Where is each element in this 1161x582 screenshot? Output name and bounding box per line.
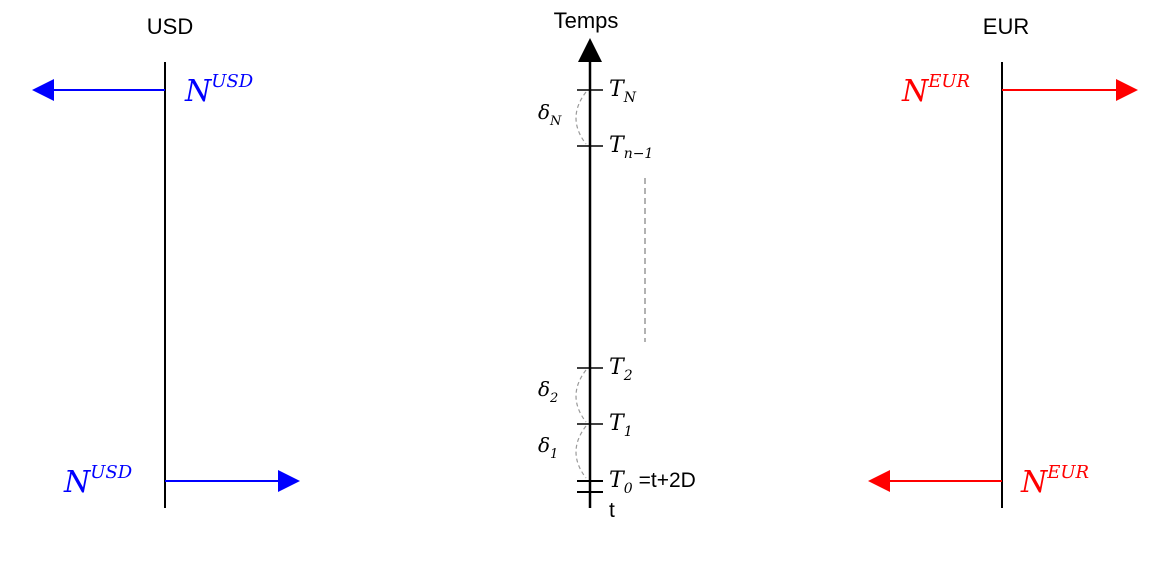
label-tn1: Tn−1 xyxy=(609,133,653,162)
eur-top-label: NEUR xyxy=(901,71,970,109)
label-tN-sub: N xyxy=(623,90,637,106)
label-delta1-base: δ xyxy=(538,433,550,457)
label-tN: TN xyxy=(609,77,637,106)
label-t1-base: T xyxy=(609,411,626,436)
arc-deltaN xyxy=(575,91,587,145)
label-delta1: δ1 xyxy=(538,433,558,462)
time-heading: Temps xyxy=(554,8,619,33)
eur-leg: EUR NEUR NEUR xyxy=(868,14,1138,508)
label-t0-base: T xyxy=(609,468,626,493)
usd-heading: USD xyxy=(147,14,193,39)
label-deltaN-base: δ xyxy=(538,100,550,124)
eur-bottom-label-sup: EUR xyxy=(1046,462,1089,483)
label-t0: T0 =t+2D xyxy=(609,468,696,497)
label-t0-suffix: =t+2D xyxy=(639,469,696,492)
label-tn1-base: T xyxy=(609,133,626,158)
label-deltaN-sub: N xyxy=(549,114,562,129)
eur-top-label-sup: EUR xyxy=(927,71,970,92)
usd-top-label-base: N xyxy=(184,74,213,109)
eur-bottom-label-base: N xyxy=(1020,465,1049,500)
label-delta1-sub: 1 xyxy=(550,447,558,462)
label-t2-sub: 2 xyxy=(623,368,633,384)
label-t1-sub: 1 xyxy=(624,424,633,440)
eur-top-label-base: N xyxy=(901,74,930,109)
label-t0-sub: 0 xyxy=(624,481,633,497)
usd-top-label-sup: USD xyxy=(211,71,254,92)
label-tN-base: T xyxy=(609,77,626,102)
time-leg: Temps TN Tn−1 T2 T1 T0 =t+2D t δN δ2 δ1 xyxy=(538,8,696,522)
label-t: t xyxy=(609,499,615,522)
usd-bottom-label-base: N xyxy=(63,465,92,500)
label-t1: T1 xyxy=(609,411,633,440)
label-deltaN: δN xyxy=(538,100,562,129)
usd-leg: USD NUSD NUSD xyxy=(32,14,300,508)
eur-heading: EUR xyxy=(983,14,1029,39)
arc-delta1 xyxy=(575,425,587,479)
label-t2: T2 xyxy=(609,355,633,384)
usd-bottom-label-sup: USD xyxy=(90,462,133,483)
label-delta2-base: δ xyxy=(538,377,550,401)
usd-bottom-label: NUSD xyxy=(63,462,133,500)
time-arrow-head xyxy=(578,38,602,62)
usd-bottom-arrow-head xyxy=(278,470,300,492)
eur-bottom-label: NEUR xyxy=(1020,462,1089,500)
usd-top-label: NUSD xyxy=(184,71,254,109)
eur-top-arrow-head xyxy=(1116,79,1138,101)
label-t2-base: T xyxy=(609,355,626,380)
label-delta2-sub: 2 xyxy=(549,391,558,406)
usd-top-arrow-head xyxy=(32,79,54,101)
label-tn1-sub: n−1 xyxy=(624,146,654,162)
label-delta2: δ2 xyxy=(538,377,558,406)
arc-delta2 xyxy=(575,369,587,423)
eur-bottom-arrow-head xyxy=(868,470,890,492)
